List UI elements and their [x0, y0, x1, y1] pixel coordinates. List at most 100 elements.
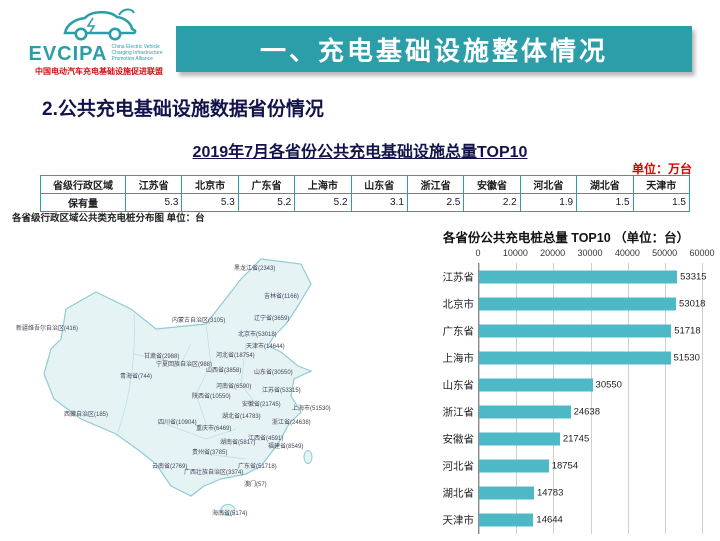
map-caption: 各省级行政区域公共类充电桩分布图 单位：台 [12, 213, 205, 224]
bar [479, 378, 593, 392]
logo-name: EVCIPA [28, 43, 108, 65]
china-outline [43, 258, 313, 497]
map-province-label: 山西省(3858) [206, 366, 241, 374]
bar-value-label: 51530 [673, 352, 700, 364]
bar [479, 486, 534, 500]
china-map: 黑龙江省(2343) 吉林省(1166) 辽宁省(3659) 内蒙古自治区(3105)… [16, 258, 331, 517]
map-province-label: 西藏自治区(185) [64, 410, 108, 418]
x-axis-tick-label: 40000 [614, 248, 640, 258]
bar [479, 324, 672, 338]
bar-row: 湖北省 14783 [443, 480, 702, 507]
gridline [627, 263, 629, 534]
bar-value-label: 21745 [562, 433, 590, 445]
bar-category-label: 江苏省 [442, 271, 475, 284]
bar-value-label: 30550 [595, 379, 622, 391]
table-title: 2019年7月各省份公共充电基础设施总量TOP10 [192, 144, 528, 161]
plot-area: 江苏省 53315 北京市 53018 广东省 51718 上海市 51530 山东省 30550… [443, 263, 707, 534]
table-header-cell: 安徽省 [463, 175, 521, 194]
bar-value-label: 14783 [536, 487, 564, 499]
map-province-label: 广东省(51718) [238, 462, 277, 470]
bar-row: 浙江省 24638 [443, 399, 702, 426]
table-value-cell: 1.5 [632, 193, 691, 212]
banner-title: 一、充电基础设施整体情况 [176, 26, 692, 72]
x-axis-tick-label: 0 [475, 248, 481, 258]
bar-category-label: 广东省 [442, 325, 475, 338]
table-header-cell: 湖北省 [576, 175, 634, 194]
table-value-cell: 2.2 [463, 193, 521, 212]
bar [479, 432, 560, 446]
bar [479, 459, 549, 473]
bar [479, 270, 678, 284]
map-province-label: 广西壮族自治区(3374) [184, 468, 243, 476]
map-province-label: 北京市(53018) [238, 330, 277, 338]
section-title: 2.公共充电基础设施数据省份情况 [42, 99, 324, 120]
x-axis-tick-label: 60000 [689, 248, 715, 258]
unit-note: 单位：万台 [631, 162, 692, 176]
map-province-label: 宁夏回族自治区(988) [156, 360, 212, 368]
map-province-label: 云南省(2769) [152, 462, 187, 470]
evcipa-logo: EVCIPA China Electric Vehicle Charging I… [26, 6, 172, 77]
map-province-label: 山东省(30550) [254, 368, 293, 376]
china-map-panel: 黑龙江省(2343) 吉林省(1166) 辽宁省(3659) 内蒙古自治区(3105)… [6, 222, 406, 536]
table-value-cell: 3.1 [350, 193, 408, 212]
map-province-label: 重庆市(6469) [196, 424, 231, 432]
bar-row: 山东省 30550 [443, 371, 702, 398]
map-province-label: 黑龙江省(2343) [234, 264, 275, 272]
bar-row: 天津市 14644 [443, 507, 702, 534]
x-axis-tick-label: 50000 [652, 248, 678, 258]
logo-tagline-en: China Electric Vehicle Charging Infrastr… [111, 44, 163, 62]
bar-row: 安徽省 21745 [443, 426, 702, 453]
table-header-cell: 省级行政区域 [40, 175, 126, 194]
gridline [516, 263, 518, 534]
bar-category-label: 上海市 [442, 352, 475, 365]
bar [479, 297, 677, 311]
table-value-cell: 5.2 [237, 193, 296, 212]
map-province-label: 湖北省(14783) [222, 412, 261, 420]
bar [479, 351, 671, 365]
map-province-label: 澳门(57) [244, 480, 267, 488]
gridline [590, 263, 592, 534]
bar-value-label: 18754 [551, 460, 579, 472]
bar-value-label: 53315 [680, 271, 707, 283]
hainan-island [220, 504, 236, 516]
table-header-cell: 浙江省 [406, 175, 465, 194]
bar-row: 河北省 18754 [443, 453, 702, 480]
ev-car-logo-icon [63, 8, 137, 41]
top10-table: 省级行政区域 江苏省 北京市 广东省 上海市 山东省 浙江省 安徽省 河北省 湖北省 天津市 保有量… [40, 175, 691, 212]
bar-row: 北京市 53018 [443, 290, 706, 317]
bar-value-label: 14644 [536, 514, 563, 526]
bar-row: 江苏省 53315 [443, 263, 707, 290]
x-axis-tick-label: 10000 [502, 248, 528, 258]
bar-category-label: 山东省 [442, 379, 475, 392]
bar-category-label: 湖北省 [442, 487, 475, 500]
map-province-label: 天津市(14644) [246, 342, 285, 350]
x-axis: 0 10000 20000 30000 40000 50000 60000 [475, 247, 714, 262]
table-header-cell: 江苏省 [124, 175, 183, 194]
table-header-cell: 广东省 [237, 175, 296, 194]
table-value-cell: 5.3 [124, 193, 183, 212]
top10-bar-chart: 0 10000 20000 30000 40000 50000 60000 江苏省 53315… [420, 247, 715, 536]
map-province-label: 湖南省(5817) [220, 438, 255, 446]
table-header-cell: 山东省 [350, 175, 408, 194]
table-header-cell: 北京市 [181, 175, 239, 194]
table-header-row: 省级行政区域 江苏省 北京市 广东省 上海市 山东省 浙江省 安徽省 河北省 湖北省 天津市 [40, 175, 691, 194]
table-row-label: 保有量 [40, 193, 126, 212]
table-value-row: 保有量 5.3 5.3 5.2 5.2 3.1 2.5 2.2 1.9 1.5 1.5 [40, 193, 691, 212]
chart-title: 各省份公共充电桩总量 TOP10 （单位：台） [442, 231, 690, 245]
map-province-label: 福建省(8549) [268, 442, 303, 450]
map-province-label: 新疆维吾尔自治区(416) [16, 324, 78, 332]
x-axis-tick-label: 30000 [577, 248, 603, 258]
map-province-label: 河南省(6590) [216, 382, 251, 390]
gridline [664, 263, 666, 534]
bar-category-label: 安徽省 [442, 433, 475, 446]
map-province-label: 海南省(5174) [212, 509, 247, 517]
taiwan-island [303, 450, 313, 464]
map-province-label: 浙江省(24638) [272, 418, 311, 426]
bar-category-label: 北京市 [442, 298, 475, 311]
map-province-label: 吉林省(1166) [264, 292, 299, 300]
bar-value-label: 53018 [679, 298, 706, 310]
bar-row: 广东省 51718 [443, 317, 702, 344]
table-value-cell: 5.3 [181, 193, 239, 212]
bar-category-label: 浙江省 [442, 406, 475, 419]
